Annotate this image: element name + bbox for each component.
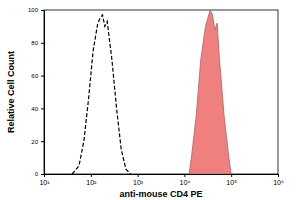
y-tick: 80 (31, 40, 44, 46)
x-axis: 10¹ 10² 10³ 10⁴ 10⁵ 10⁶ (39, 174, 284, 186)
x-tick-label: 10⁴ (180, 179, 191, 186)
y-tick: 40 (31, 106, 44, 112)
x-tick-mark (278, 174, 279, 177)
x-tick: 10⁵ (226, 174, 237, 186)
plot-frame (44, 10, 278, 174)
y-tick-mark (41, 10, 44, 11)
x-axis-title: anti-mouse CD4 PE (119, 189, 202, 199)
x-tick: 10⁶ (273, 174, 284, 186)
x-tick-label: 10³ (133, 179, 144, 186)
y-tick-mark (41, 141, 44, 142)
series-area (189, 10, 231, 174)
x-axis-line (45, 175, 279, 178)
x-tick-mark (138, 174, 139, 177)
x-tick-label: 10⁵ (226, 179, 237, 186)
y-tick: 100 (28, 7, 44, 13)
y-axis: 0 20 40 60 80 100 (28, 7, 45, 177)
y-tick-mark (41, 108, 44, 109)
y-tick-label: 60 (31, 73, 38, 79)
x-tick: 10² (86, 174, 97, 186)
y-tick-mark (41, 76, 44, 77)
x-tick: 10³ (133, 174, 144, 186)
x-tick-mark (184, 174, 185, 177)
y-tick-label: 20 (31, 139, 38, 145)
x-tick-label: 10⁶ (273, 179, 284, 186)
y-tick-label: 80 (31, 40, 38, 46)
chart: 10¹ 10² 10³ 10⁴ 10⁵ 10⁶ 0 20 40 60 80 100 anti-mouse… (0, 0, 300, 200)
x-tick: 10¹ (39, 174, 50, 186)
y-tick-label: 100 (28, 7, 39, 13)
x-tick-mark (231, 174, 232, 177)
x-tick-mark (91, 174, 92, 177)
y-tick: 20 (31, 139, 44, 145)
y-tick-mark (41, 43, 44, 44)
y-tick: 0 (35, 171, 44, 177)
x-tick-label: 10² (86, 179, 97, 186)
y-tick-label: 0 (35, 171, 39, 177)
x-tick-label: 10¹ (39, 179, 50, 186)
y-tick-mark (41, 174, 44, 175)
series-line (72, 15, 130, 174)
y-axis-line (41, 11, 45, 175)
y-tick-label: 40 (31, 106, 38, 112)
y-axis-title: Relative Cell Count (6, 51, 16, 133)
y-tick: 60 (31, 73, 44, 79)
plot-area (72, 10, 231, 174)
x-tick: 10⁴ (180, 174, 191, 186)
